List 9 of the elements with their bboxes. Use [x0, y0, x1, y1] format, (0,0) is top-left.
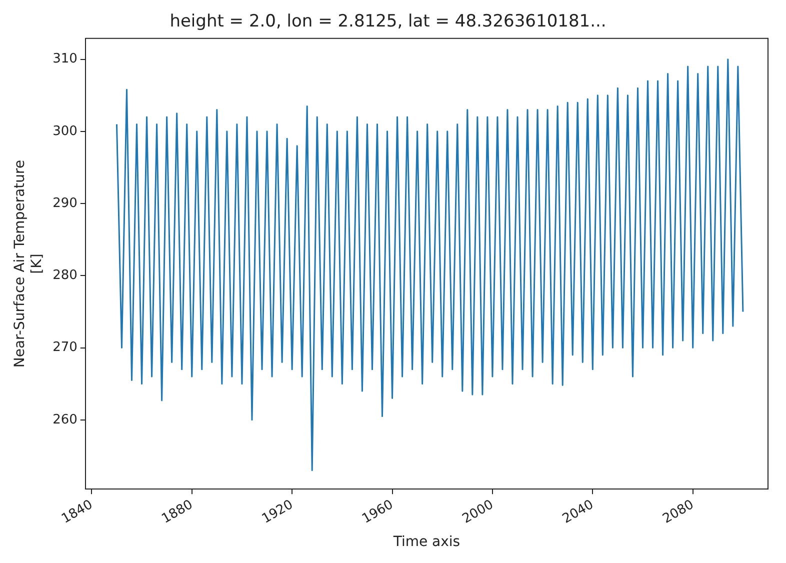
y-tick-label: 270 — [52, 340, 78, 356]
y-axis-title: Near-Surface Air Temperature [K] — [12, 160, 45, 368]
chart-title: height = 2.0, lon = 2.8125, lat = 48.3263610181... — [170, 12, 606, 32]
x-axis-title: Time axis — [392, 534, 460, 550]
y-tick-label: 310 — [52, 52, 78, 67]
y-tick-label: 260 — [52, 412, 78, 428]
y-tick-label: 290 — [52, 196, 78, 211]
y-tick-label: 280 — [52, 268, 78, 284]
y-tick-label: 300 — [52, 124, 78, 139]
